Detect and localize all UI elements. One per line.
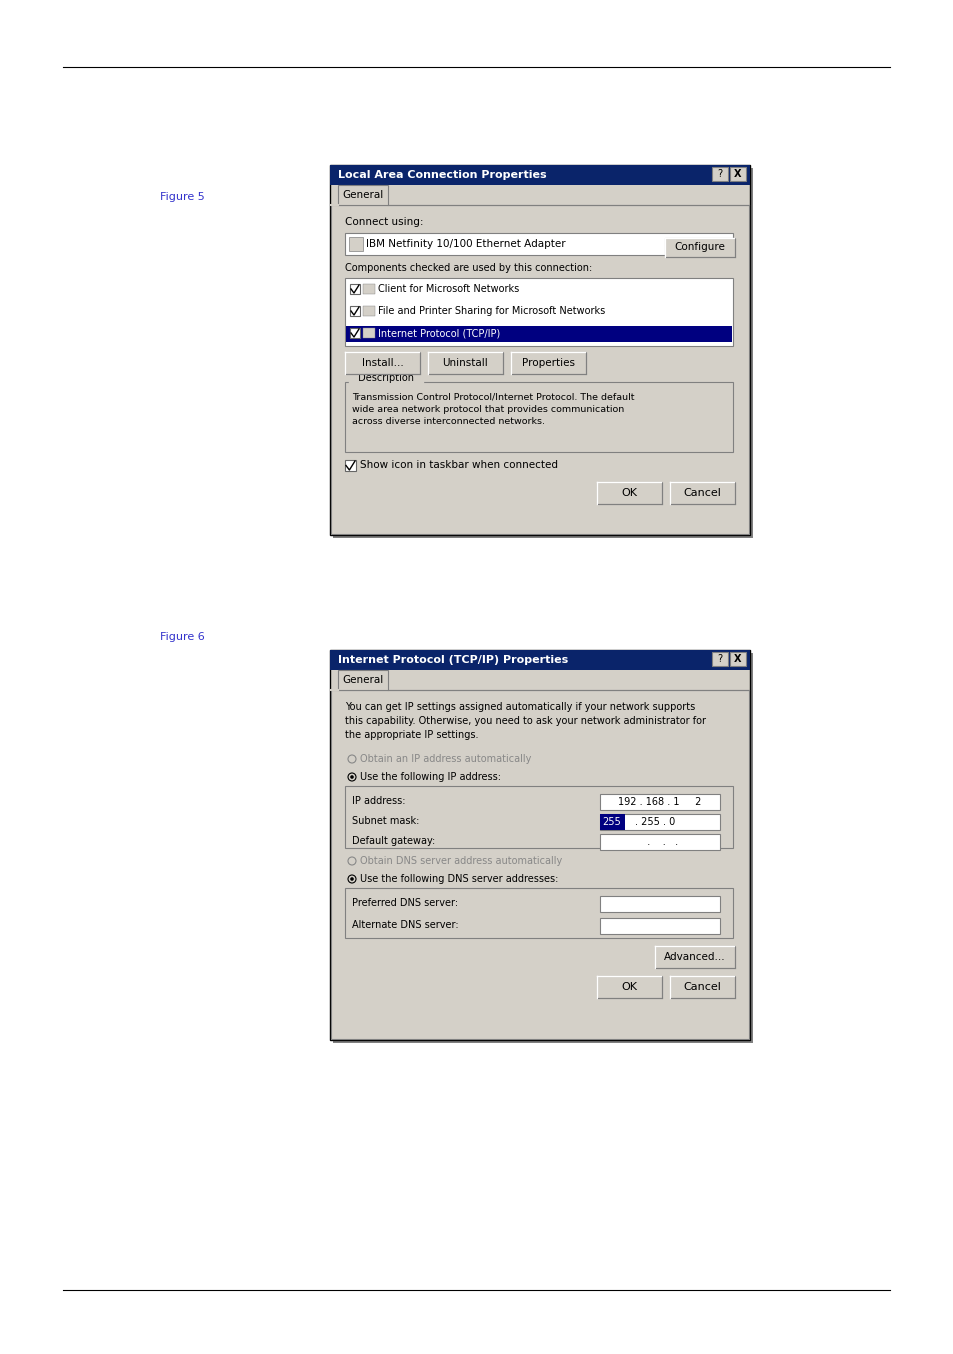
Bar — [345, 352, 419, 374]
Text: Internet Protocol (TCP/IP): Internet Protocol (TCP/IP) — [377, 328, 499, 338]
Text: Components checked are used by this connection:: Components checked are used by this conn… — [345, 263, 592, 274]
Bar — [333, 653, 752, 1043]
Text: X: X — [734, 169, 741, 179]
Bar — [350, 328, 359, 338]
Bar — [330, 650, 749, 670]
Bar — [711, 167, 727, 181]
Text: Cancel: Cancel — [683, 487, 720, 498]
Bar — [337, 670, 388, 691]
Text: OK: OK — [620, 487, 637, 498]
Text: ?: ? — [717, 169, 721, 179]
Text: Show icon in taskbar when connected: Show icon in taskbar when connected — [359, 460, 558, 470]
Text: . 255 . 0: . 255 . 0 — [635, 816, 675, 827]
Bar — [599, 918, 720, 934]
Bar — [330, 165, 749, 535]
Text: Figure 5: Figure 5 — [160, 192, 205, 202]
Text: Connect using:: Connect using: — [345, 217, 423, 227]
Bar — [350, 284, 359, 294]
Bar — [331, 691, 748, 1039]
Text: 192 . 168 . 1     2: 192 . 168 . 1 2 — [618, 798, 701, 807]
Bar — [349, 237, 363, 250]
Bar — [345, 233, 732, 255]
Text: File and Printer Sharing for Microsoft Networks: File and Printer Sharing for Microsoft N… — [377, 306, 604, 315]
Bar — [363, 284, 375, 294]
Text: Obtain DNS server address automatically: Obtain DNS server address automatically — [359, 856, 561, 867]
Bar — [331, 204, 748, 533]
Text: Internet Protocol (TCP/IP) Properties: Internet Protocol (TCP/IP) Properties — [337, 655, 568, 665]
Text: Transmission Control Protocol/Internet Protocol. The default
wide area network p: Transmission Control Protocol/Internet P… — [352, 393, 634, 427]
Text: Subnet mask:: Subnet mask: — [352, 816, 419, 826]
Bar — [599, 814, 624, 830]
Bar — [345, 278, 732, 347]
Text: Use the following IP address:: Use the following IP address: — [359, 772, 500, 783]
Text: Configure: Configure — [674, 242, 724, 252]
Text: X: X — [734, 654, 741, 663]
Bar — [597, 976, 661, 998]
Bar — [599, 834, 720, 850]
Text: Properties: Properties — [521, 357, 575, 368]
Bar — [330, 165, 749, 185]
Text: Install...: Install... — [361, 357, 403, 368]
Text: Obtain an IP address automatically: Obtain an IP address automatically — [359, 754, 531, 764]
Bar — [669, 976, 734, 998]
Bar — [511, 352, 585, 374]
Text: Description: Description — [355, 372, 416, 383]
Bar — [345, 460, 355, 471]
Text: ?: ? — [717, 654, 721, 663]
Bar — [346, 326, 731, 343]
Bar — [729, 167, 745, 181]
Text: General: General — [342, 676, 383, 685]
Circle shape — [350, 776, 354, 779]
Text: OK: OK — [620, 982, 637, 992]
Bar — [655, 946, 734, 968]
Text: Preferred DNS server:: Preferred DNS server: — [352, 898, 457, 909]
Text: 255: 255 — [602, 816, 620, 827]
Text: IBM Netfinity 10/100 Ethernet Adapter: IBM Netfinity 10/100 Ethernet Adapter — [366, 240, 565, 249]
Bar — [599, 793, 720, 810]
Text: .    .   .: . . . — [640, 837, 678, 848]
Text: Advanced...: Advanced... — [663, 952, 725, 961]
Bar — [337, 185, 388, 204]
Bar — [669, 482, 734, 504]
Text: Default gateway:: Default gateway: — [352, 835, 435, 846]
Bar — [599, 814, 720, 830]
Bar — [711, 653, 727, 666]
Bar — [345, 888, 732, 938]
Text: General: General — [342, 190, 383, 200]
Text: Figure 6: Figure 6 — [160, 632, 205, 642]
Text: You can get IP settings assigned automatically if your network supports
this cap: You can get IP settings assigned automat… — [345, 701, 705, 741]
Bar — [363, 328, 375, 338]
Bar — [350, 306, 359, 315]
Bar — [599, 896, 720, 913]
Circle shape — [350, 877, 354, 881]
Text: Alternate DNS server:: Alternate DNS server: — [352, 919, 458, 930]
Text: Cancel: Cancel — [683, 982, 720, 992]
Text: ?: ? — [711, 171, 718, 180]
Bar — [345, 382, 732, 452]
Text: Use the following DNS server addresses:: Use the following DNS server addresses: — [359, 873, 558, 884]
Bar — [729, 653, 745, 666]
Text: IP address:: IP address: — [352, 796, 405, 806]
Bar — [330, 650, 749, 1040]
Bar — [597, 482, 661, 504]
Bar — [664, 238, 734, 257]
Bar — [428, 352, 502, 374]
Bar — [345, 787, 732, 848]
Text: Client for Microsoft Networks: Client for Microsoft Networks — [377, 284, 518, 294]
Text: Local Area Connection Properties: Local Area Connection Properties — [337, 171, 546, 180]
Bar — [333, 168, 752, 538]
Text: Uninstall: Uninstall — [442, 357, 488, 368]
Bar — [363, 306, 375, 315]
